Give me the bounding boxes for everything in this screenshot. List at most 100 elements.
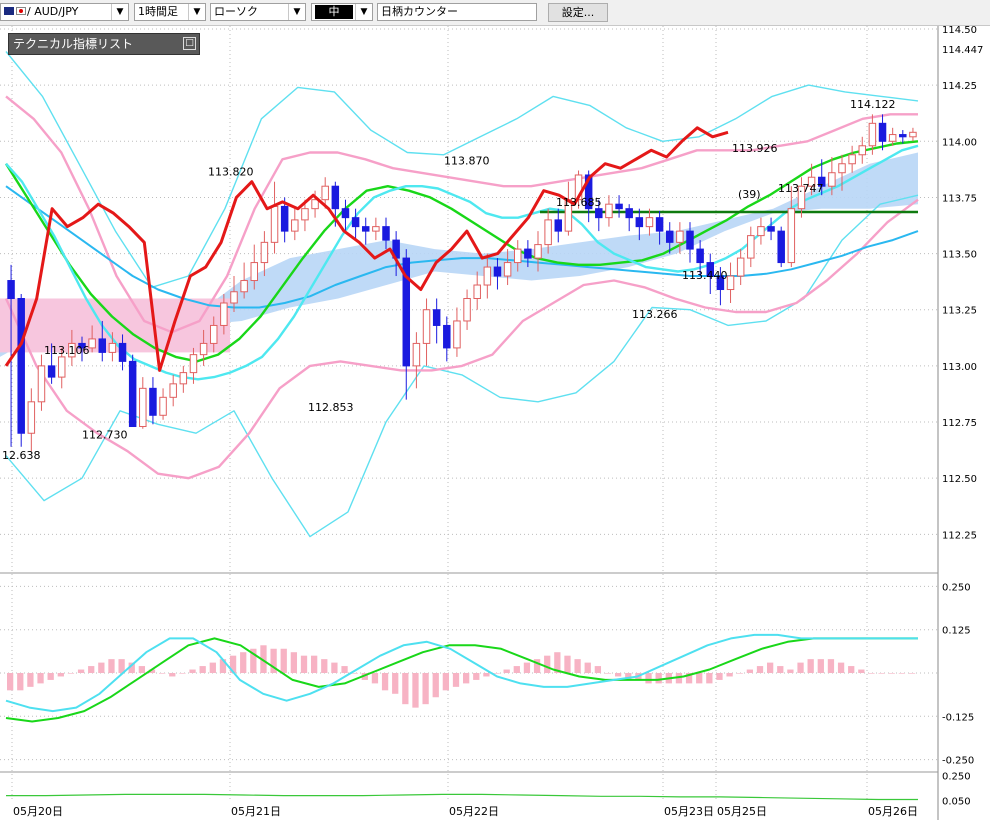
candle-body bbox=[301, 208, 309, 221]
macd-histogram-bar bbox=[533, 659, 541, 673]
macd-histogram-bar bbox=[361, 673, 368, 680]
macd-histogram-bar bbox=[777, 666, 784, 673]
chevron-down-icon[interactable]: ▼ bbox=[355, 4, 372, 20]
y-tick-label: 112.50 bbox=[942, 474, 977, 485]
candle-body bbox=[665, 230, 674, 243]
macd-histogram-bar bbox=[837, 662, 845, 673]
candle-body bbox=[108, 342, 117, 353]
counter-field[interactable]: 日柄カウンター bbox=[377, 3, 537, 21]
candle-body bbox=[291, 219, 299, 232]
y-tick-label: 113.75 bbox=[942, 193, 977, 204]
macd-histogram-bar bbox=[878, 673, 885, 674]
candle-body bbox=[321, 185, 329, 201]
candle-body bbox=[37, 365, 46, 403]
candle-body bbox=[443, 324, 451, 349]
candle-body bbox=[635, 217, 644, 228]
candle-body bbox=[220, 302, 228, 326]
candle-body bbox=[57, 356, 66, 378]
candle-body bbox=[139, 387, 147, 428]
ma-long bbox=[5, 185, 919, 309]
osc-tick-label: 0.050 bbox=[942, 797, 971, 808]
macd-histogram-bar bbox=[594, 666, 602, 673]
y-tick-label: 114.00 bbox=[942, 137, 977, 148]
macd-histogram-bar bbox=[483, 673, 490, 677]
macd-histogram-bar bbox=[463, 673, 470, 684]
candle-body bbox=[595, 208, 603, 219]
candle-body bbox=[372, 226, 380, 232]
price-line bbox=[4, 126, 729, 372]
bb-outer-lower bbox=[5, 194, 919, 538]
symbol-select[interactable]: / AUD/JPY ▼ bbox=[0, 3, 129, 21]
macd-histogram-bar bbox=[574, 659, 581, 673]
candle-body bbox=[645, 217, 654, 228]
macd-histogram-bar bbox=[898, 673, 906, 674]
macd-histogram-bar bbox=[250, 648, 257, 673]
macd-histogram-bar bbox=[351, 673, 358, 674]
chevron-down-icon[interactable]: ▼ bbox=[111, 4, 128, 20]
candle-body bbox=[179, 372, 188, 385]
macd-histogram-bar bbox=[280, 648, 287, 673]
macd-histogram-bar bbox=[128, 662, 135, 673]
candle-body bbox=[453, 320, 461, 349]
candle-body bbox=[757, 226, 765, 237]
candle-body bbox=[828, 172, 836, 187]
macd-histogram-bar bbox=[179, 673, 186, 674]
macd-histogram-bar bbox=[331, 662, 338, 673]
y-tick-label: 112.75 bbox=[942, 418, 977, 429]
price-label: 12.638 bbox=[2, 449, 41, 462]
macd-histogram-bar bbox=[615, 673, 622, 677]
candle-body bbox=[767, 226, 775, 232]
price-label: 113.747 bbox=[778, 182, 824, 195]
macd-histogram-bar bbox=[544, 655, 551, 673]
macd-signal-line bbox=[5, 637, 918, 723]
macd-histogram-bar bbox=[746, 669, 754, 673]
candle-body bbox=[250, 262, 259, 282]
candle-body bbox=[311, 199, 319, 210]
indicator-list-panel[interactable]: テクニカル指標リスト □ bbox=[8, 33, 200, 55]
x-date-label: 05月25日 bbox=[717, 805, 767, 818]
candle-body bbox=[736, 257, 745, 277]
macd-histogram-bar bbox=[452, 673, 460, 687]
candle-body bbox=[858, 145, 867, 156]
minimize-icon[interactable]: □ bbox=[183, 37, 196, 50]
macd-histogram-bar bbox=[736, 673, 743, 674]
candle-body bbox=[351, 217, 360, 228]
candle-body bbox=[68, 342, 76, 358]
macd-histogram-bar bbox=[169, 673, 176, 677]
candle-body bbox=[899, 134, 907, 138]
y-tick-label: 112.25 bbox=[942, 530, 977, 541]
oscillator-panel bbox=[6, 793, 918, 801]
chart-type-select[interactable]: ローソク ▼ bbox=[210, 3, 306, 21]
macd-histogram-bar bbox=[493, 673, 500, 674]
macd-histogram-bar bbox=[625, 673, 632, 680]
macd-histogram-bar bbox=[7, 673, 14, 691]
timeframe-select[interactable]: 1時間足 ▼ bbox=[134, 3, 206, 21]
macd-histogram-bar bbox=[756, 666, 764, 673]
y-tick-label: 114.25 bbox=[942, 81, 977, 92]
macd-histogram-bar bbox=[584, 662, 591, 673]
price-label: 113.266 bbox=[632, 308, 678, 321]
macd-histogram-bar bbox=[229, 655, 237, 673]
candle-body bbox=[209, 324, 218, 344]
candle-body bbox=[473, 284, 481, 299]
macd-histogram-bar bbox=[88, 666, 95, 673]
chevron-down-icon[interactable]: ▼ bbox=[288, 4, 305, 20]
candle-body bbox=[98, 338, 107, 353]
macd-histogram-bar bbox=[564, 655, 571, 673]
candle-body bbox=[534, 244, 542, 259]
price-label: 112.853 bbox=[308, 401, 354, 414]
timeframe-label: 1時間足 bbox=[138, 5, 178, 18]
bb-inner-upper bbox=[5, 95, 918, 334]
chevron-down-icon[interactable]: ▼ bbox=[188, 4, 205, 20]
candle-body bbox=[422, 309, 431, 344]
candle-body bbox=[716, 275, 725, 291]
candle-body bbox=[726, 275, 735, 291]
settings-button[interactable]: 設定... bbox=[548, 3, 608, 22]
macd-histogram-bar bbox=[604, 673, 612, 674]
price-label: 113.820 bbox=[208, 166, 254, 179]
macd-histogram-bar bbox=[341, 666, 348, 673]
style-select[interactable]: 中 ▼ bbox=[311, 3, 373, 21]
macd-histogram-bar bbox=[77, 669, 85, 673]
chart-canvas[interactable]: 12.638 113.106 112.730 113.820 112.853 113.87… bbox=[0, 26, 990, 820]
macd-tick-label: 0.125 bbox=[942, 626, 971, 637]
